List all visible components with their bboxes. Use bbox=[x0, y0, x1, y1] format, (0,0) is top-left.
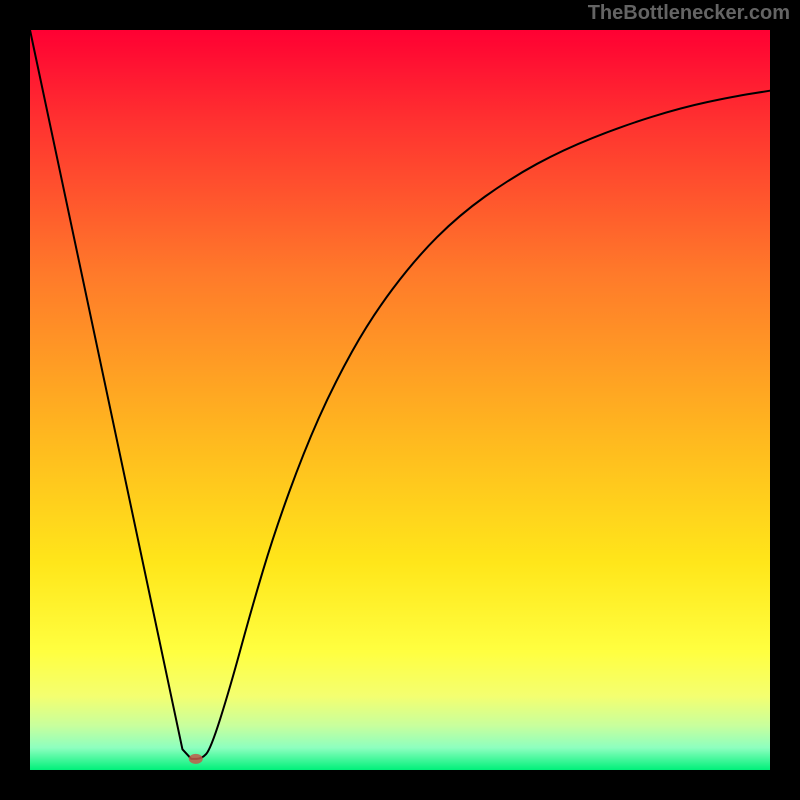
chart-svg bbox=[0, 0, 800, 800]
watermark-text: TheBottlenecker.com bbox=[588, 2, 790, 25]
chart-root: TheBottlenecker.com bbox=[0, 0, 800, 800]
optimum-marker bbox=[189, 754, 203, 764]
gradient-background bbox=[30, 30, 770, 770]
